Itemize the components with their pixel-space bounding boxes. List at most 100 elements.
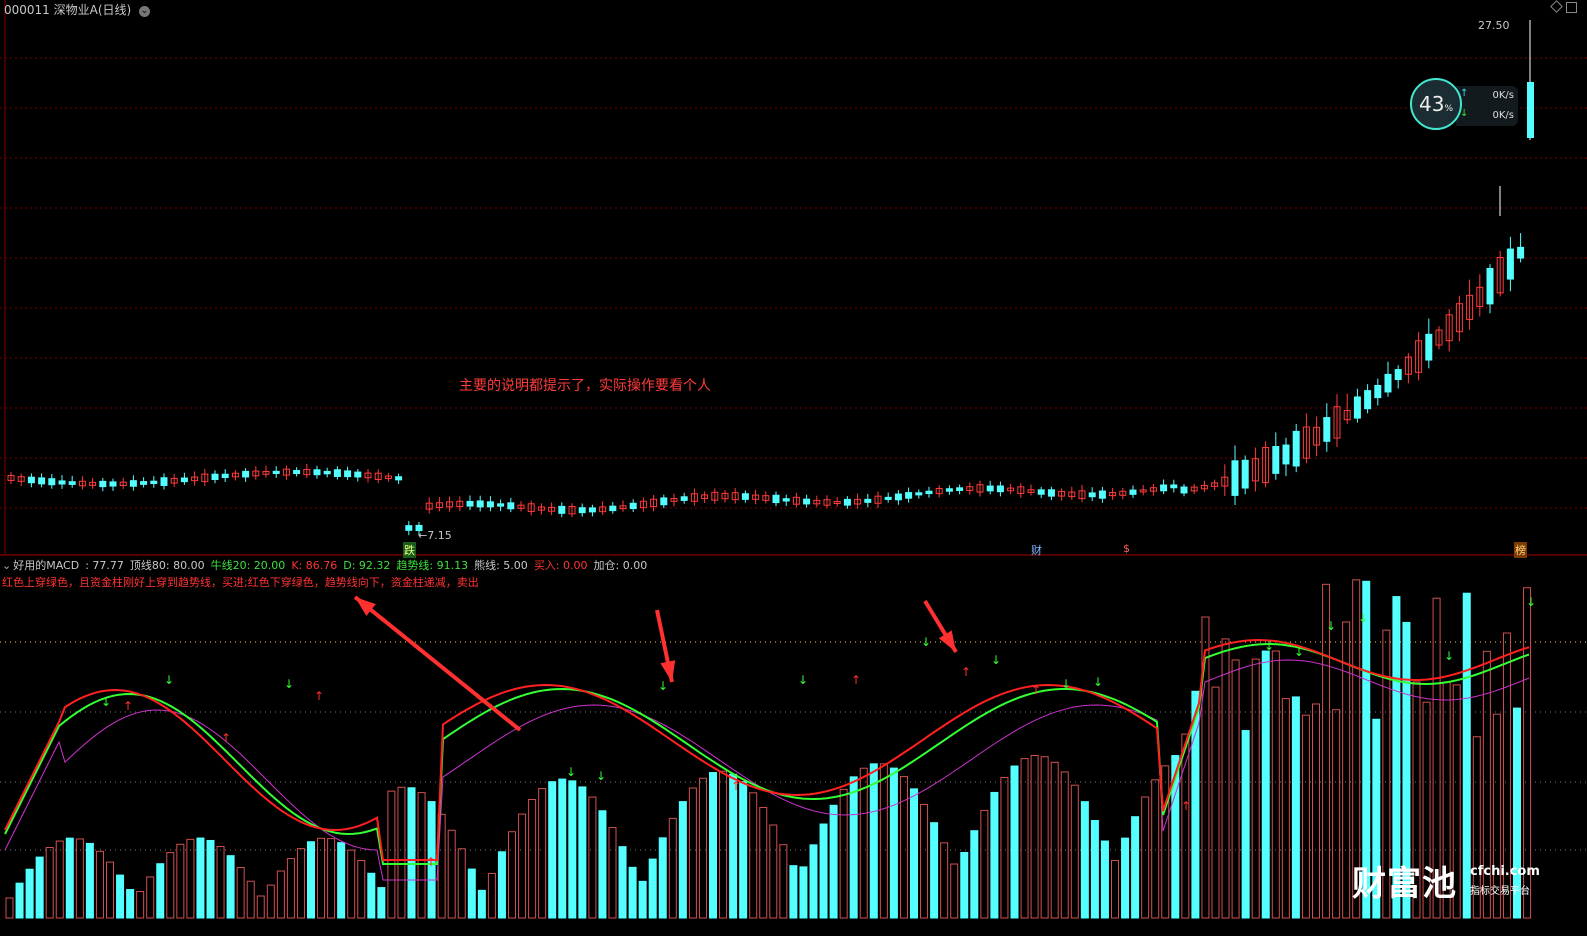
- candle-body: [374, 472, 382, 480]
- indicator-value: K: 86.76: [291, 559, 338, 572]
- fund-bar: [1020, 758, 1029, 919]
- fund-bar: [1060, 771, 1069, 919]
- candle-body: [129, 480, 137, 487]
- fund-bar: [1472, 736, 1481, 919]
- fund-bar: [789, 865, 798, 919]
- restore-icon[interactable]: [1566, 2, 1577, 13]
- fund-bar: [136, 891, 145, 919]
- candle-body: [1333, 406, 1341, 439]
- fund-bar: [166, 852, 175, 919]
- fund-bar: [839, 788, 848, 919]
- sell-arrow-icon: ↓: [658, 679, 668, 693]
- annotation-arrow: [353, 595, 522, 732]
- fund-bar: [1261, 650, 1270, 919]
- marker-dollar[interactable]: $: [1123, 542, 1130, 555]
- fund-bar: [628, 866, 637, 919]
- fund-bar: [1462, 592, 1471, 919]
- fund-bar: [1181, 733, 1190, 919]
- chart-annotation: 主要的说明都提示了，实际操作要看个人: [459, 378, 711, 394]
- fund-bar: [1141, 796, 1150, 919]
- sell-arrow-icon: ↓: [284, 677, 294, 691]
- candle-body: [262, 470, 270, 475]
- candle-body: [996, 485, 1004, 493]
- fund-bar: [156, 863, 165, 919]
- candle-body: [497, 503, 505, 507]
- fund-bar: [487, 872, 496, 919]
- candle-body: [1282, 444, 1290, 465]
- candle-body: [1404, 356, 1412, 375]
- candle-body: [1415, 340, 1423, 373]
- fund-bar: [246, 880, 255, 919]
- buy-arrow-icon: ↑: [314, 689, 324, 703]
- fund-bar: [1100, 840, 1109, 919]
- fund-bar: [548, 781, 557, 919]
- fund-bar: [196, 837, 205, 919]
- candle-body: [58, 480, 66, 485]
- fund-bar: [739, 781, 748, 919]
- candle-body: [1119, 490, 1127, 496]
- candle-body: [701, 494, 709, 500]
- candle-body: [1047, 489, 1055, 497]
- candle-body: [38, 477, 46, 485]
- indicator-value: 熊线: 5.00: [474, 559, 528, 572]
- candle-body: [731, 492, 739, 501]
- candle-body: [884, 496, 892, 500]
- sell-arrow-icon: ↓: [1093, 675, 1103, 689]
- chevron-down-icon[interactable]: ⌄: [139, 6, 151, 17]
- fund-bar: [387, 790, 396, 919]
- fund-bar: [719, 770, 728, 919]
- candle-body: [435, 502, 443, 508]
- annotation-arrowhead: [660, 660, 676, 682]
- candle-body: [272, 470, 280, 474]
- fund-bar: [1010, 765, 1019, 919]
- marker-drop[interactable]: 跌: [403, 542, 416, 558]
- marker-finance[interactable]: 财: [1031, 544, 1042, 557]
- fund-bar: [1211, 686, 1220, 919]
- fund-bar: [1492, 713, 1501, 919]
- candle-body: [1364, 390, 1372, 410]
- fund-bar: [1171, 755, 1180, 919]
- candle-body: [78, 480, 86, 487]
- candle-body: [486, 501, 494, 508]
- sell-arrow-icon: ↓: [1444, 649, 1454, 663]
- fund-bar: [970, 830, 979, 919]
- candle-body: [1058, 490, 1066, 497]
- sell-arrow-icon: ↓: [1526, 595, 1536, 609]
- candle-body: [507, 502, 515, 510]
- candle-body: [1476, 286, 1484, 307]
- network-speed-widget[interactable]: ↑ 0K/s ↓ 0K/s 43%: [1410, 78, 1524, 134]
- fund-bar: [658, 837, 667, 919]
- fund-bar: [1121, 837, 1130, 919]
- fund-bar: [1452, 684, 1461, 919]
- candle-body: [313, 469, 321, 476]
- candle-body: [690, 493, 698, 502]
- candle-body: [17, 476, 25, 482]
- fund-bar: [538, 788, 547, 919]
- fund-bar: [829, 804, 838, 919]
- candle-body: [384, 475, 392, 480]
- indicator-collapse-icon[interactable]: ⌄: [2, 559, 12, 572]
- fund-bar: [899, 776, 908, 919]
- indicator-value: 趋势线: 91.13: [396, 559, 469, 572]
- indicator-value: : 77.77: [85, 559, 124, 572]
- candle-body: [833, 501, 841, 505]
- candle-body: [588, 507, 596, 513]
- candle-body: [1221, 476, 1229, 487]
- candle-body: [1323, 417, 1331, 442]
- candle-body: [7, 475, 15, 481]
- candle-body: [1129, 489, 1137, 495]
- marker-list[interactable]: 榜: [1514, 542, 1527, 558]
- indicator-name[interactable]: 好用的MACD: [13, 559, 80, 572]
- candle-body: [1466, 294, 1474, 320]
- candle-body: [1190, 486, 1198, 492]
- candle-body: [874, 495, 882, 504]
- candle-body: [323, 470, 331, 475]
- fund-bar: [588, 796, 597, 919]
- high-price-label: 27.50: [1478, 19, 1510, 32]
- fund-bar: [447, 829, 456, 919]
- candle-body: [894, 493, 902, 501]
- candle-body: [1231, 460, 1239, 496]
- buy-arrow-icon: ↑: [221, 731, 231, 745]
- sell-arrow-icon: ↓: [1061, 677, 1071, 691]
